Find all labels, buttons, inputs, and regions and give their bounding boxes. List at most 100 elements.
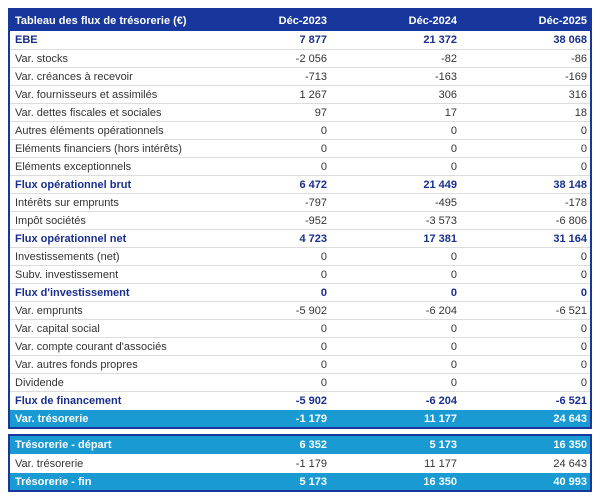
- row-value: 0: [580, 268, 587, 281]
- row-value: 11 177: [423, 412, 457, 425]
- table-header-row: Tableau des flux de trésorerie (€) Déc-2…: [10, 10, 590, 31]
- row-value: -6 204: [425, 304, 457, 317]
- row-label: Var. créances à recevoir: [15, 70, 133, 83]
- table-row: Var. emprunts -5 902 -6 204 -6 521: [10, 301, 590, 319]
- column-header-dec-2025: Déc-2025: [538, 14, 587, 27]
- row-label: Var. trésorerie: [15, 412, 89, 425]
- row-label: Flux de financement: [15, 394, 122, 407]
- row-value: -1 179: [295, 457, 327, 470]
- row-value: 0: [580, 142, 587, 155]
- row-value: 0: [450, 250, 457, 263]
- row-value: 0: [580, 376, 587, 389]
- row-value: 6 472: [299, 178, 327, 191]
- table-row: Flux opérationnel brut 6 472 21 449 38 148: [10, 175, 590, 193]
- cashflow-report: Tableau des flux de trésorerie (€) Déc-2…: [8, 8, 592, 492]
- row-value: 0: [450, 358, 457, 371]
- row-value: -86: [571, 52, 587, 65]
- table-row: Var. créances à recevoir -713 -163 -169: [10, 67, 590, 85]
- row-value: -3 573: [425, 214, 457, 227]
- table-row: EBE 7 877 21 372 38 068: [10, 31, 590, 49]
- row-value: 0: [320, 376, 327, 389]
- row-value: 1 267: [299, 88, 327, 101]
- row-label: Flux d'investissement: [15, 286, 130, 299]
- row-value: -82: [441, 52, 457, 65]
- row-value: 0: [580, 286, 587, 299]
- row-label: Var. stocks: [15, 52, 68, 65]
- table-row: Dividende 0 0 0: [10, 373, 590, 391]
- row-value: 0: [580, 322, 587, 335]
- table-row: Eléments exceptionnels 0 0 0: [10, 157, 590, 175]
- row-value: 5 173: [429, 439, 457, 451]
- row-value: 0: [450, 160, 457, 173]
- row-value: 0: [320, 124, 327, 137]
- row-label: Var. compte courant d'associés: [15, 340, 167, 353]
- table-row: Eléments financiers (hors intérêts) 0 0 0: [10, 139, 590, 157]
- table-row: Trésorerie - départ 6 352 5 173 16 350: [10, 436, 590, 454]
- row-value: 0: [320, 322, 327, 335]
- row-label: Var. emprunts: [15, 304, 83, 317]
- table-row: Var. trésorerie -1 179 11 177 24 643: [10, 454, 590, 472]
- table-row: Var. dettes fiscales et sociales 97 17 18: [10, 103, 590, 121]
- row-value: 0: [580, 358, 587, 371]
- row-label: Var. fournisseurs et assimilés: [15, 88, 158, 101]
- row-label: Subv. investissement: [15, 268, 119, 281]
- table-row: Investissements (net) 0 0 0: [10, 247, 590, 265]
- row-value: 18: [574, 106, 587, 119]
- row-value: 0: [580, 250, 587, 263]
- row-value: 16 350: [553, 439, 587, 451]
- row-value: 0: [450, 268, 457, 281]
- row-label: Flux opérationnel brut: [15, 178, 132, 191]
- row-label: Investissements (net): [15, 250, 120, 263]
- row-value: 40 993: [553, 475, 587, 488]
- row-value: 11 177: [424, 457, 457, 470]
- row-value: -5 902: [295, 304, 327, 317]
- table-title: Tableau des flux de trésorerie (€): [15, 14, 187, 27]
- row-value: 38 148: [553, 178, 587, 191]
- row-value: 0: [580, 340, 587, 353]
- row-value: 0: [580, 124, 587, 137]
- row-value: 0: [320, 142, 327, 155]
- row-value: 0: [450, 124, 457, 137]
- row-value: 0: [450, 376, 457, 389]
- row-value: -6 521: [555, 304, 587, 317]
- row-value: -6 806: [555, 214, 587, 227]
- row-label: Flux opérationnel net: [15, 232, 127, 245]
- row-label: Trésorerie - fin: [15, 475, 92, 488]
- row-value: -952: [304, 214, 327, 227]
- row-label: Var. trésorerie: [15, 457, 84, 470]
- table-row: Var. fournisseurs et assimilés 1 267 306 31…: [10, 85, 590, 103]
- row-label: Impôt sociétés: [15, 214, 86, 227]
- row-value: 17 381: [423, 232, 457, 245]
- row-value: 7 877: [299, 34, 327, 46]
- row-value: 0: [450, 340, 457, 353]
- row-value: 0: [450, 286, 457, 299]
- row-value: -169: [564, 70, 587, 83]
- row-value: 5 173: [299, 475, 327, 488]
- row-label: Eléments exceptionnels: [15, 160, 132, 173]
- row-value: 31 164: [553, 232, 587, 245]
- row-value: 16 350: [423, 475, 457, 488]
- row-value: 24 643: [553, 412, 587, 425]
- row-value: 97: [314, 106, 327, 119]
- row-value: -178: [564, 196, 587, 209]
- row-value: -713: [304, 70, 327, 83]
- row-value: -6 521: [555, 394, 587, 407]
- row-value: 0: [450, 322, 457, 335]
- row-value: 17: [444, 106, 457, 119]
- row-value: 21 372: [423, 34, 457, 46]
- row-label: Dividende: [15, 376, 64, 389]
- row-label: Var. capital social: [15, 322, 100, 335]
- row-value: 38 068: [553, 34, 587, 46]
- row-label: Var. autres fonds propres: [15, 358, 138, 371]
- table-row: Var. compte courant d'associés 0 0 0: [10, 337, 590, 355]
- treasury-summary-table: Trésorerie - départ 6 352 5 173 16 350 Var. …: [8, 434, 592, 492]
- row-value: 0: [320, 286, 327, 299]
- row-label: Trésorerie - départ: [15, 439, 112, 451]
- table-row: Flux opérationnel net 4 723 17 381 31 164: [10, 229, 590, 247]
- cashflow-table-body: EBE 7 877 21 372 38 068 Var. stocks -2 056 -82…: [10, 31, 590, 427]
- row-value: -495: [434, 196, 457, 209]
- row-value: -163: [434, 70, 457, 83]
- row-value: -1 179: [295, 412, 327, 425]
- row-label: Intérêts sur emprunts: [15, 196, 119, 209]
- row-label: Var. dettes fiscales et sociales: [15, 106, 162, 119]
